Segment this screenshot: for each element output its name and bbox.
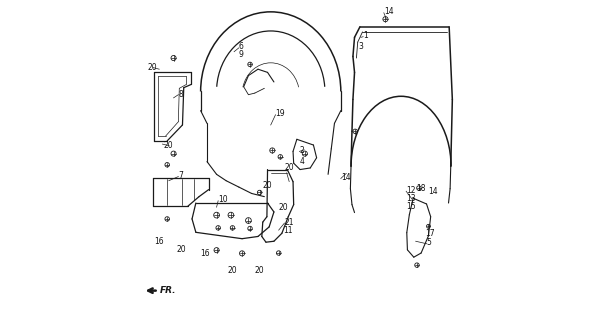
Text: 4: 4 bbox=[299, 157, 304, 166]
Text: 16: 16 bbox=[200, 250, 210, 259]
Text: 14: 14 bbox=[429, 188, 438, 196]
Text: 11: 11 bbox=[284, 226, 293, 235]
Text: FR.: FR. bbox=[160, 286, 176, 295]
Text: 14: 14 bbox=[341, 173, 350, 182]
Text: 15: 15 bbox=[406, 202, 416, 211]
Text: 1: 1 bbox=[363, 31, 368, 40]
Text: 17: 17 bbox=[425, 229, 435, 238]
Text: 9: 9 bbox=[239, 50, 244, 59]
Text: 16: 16 bbox=[155, 237, 164, 246]
Text: 18: 18 bbox=[417, 184, 426, 193]
Text: 3: 3 bbox=[358, 42, 363, 52]
Text: 20: 20 bbox=[147, 63, 157, 72]
Text: 20: 20 bbox=[227, 266, 237, 276]
Text: 20: 20 bbox=[278, 203, 288, 212]
Text: 21: 21 bbox=[284, 218, 294, 227]
Text: 2: 2 bbox=[299, 146, 304, 155]
Text: 20: 20 bbox=[255, 266, 264, 276]
Text: 6: 6 bbox=[239, 42, 244, 52]
Text: 5: 5 bbox=[427, 238, 432, 247]
Text: 7: 7 bbox=[178, 172, 183, 180]
Text: 20: 20 bbox=[262, 181, 272, 190]
Text: 8: 8 bbox=[178, 90, 183, 99]
Text: 14: 14 bbox=[384, 7, 394, 16]
Text: 20: 20 bbox=[284, 163, 294, 172]
Text: 20: 20 bbox=[176, 245, 186, 254]
Text: 12: 12 bbox=[406, 186, 415, 195]
Text: 20: 20 bbox=[163, 141, 173, 150]
Text: 19: 19 bbox=[276, 109, 285, 118]
Text: 13: 13 bbox=[406, 194, 416, 203]
Text: 10: 10 bbox=[218, 195, 228, 204]
